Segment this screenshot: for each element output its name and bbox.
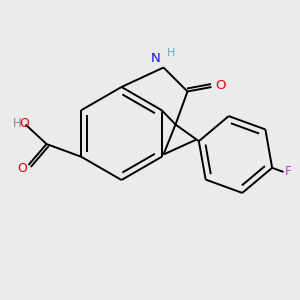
Text: H: H <box>167 49 175 58</box>
Text: N: N <box>151 52 160 64</box>
Text: O: O <box>18 161 27 175</box>
Text: O: O <box>215 79 226 92</box>
Text: O: O <box>19 116 29 130</box>
Text: H: H <box>13 116 22 130</box>
Text: F: F <box>285 165 292 178</box>
